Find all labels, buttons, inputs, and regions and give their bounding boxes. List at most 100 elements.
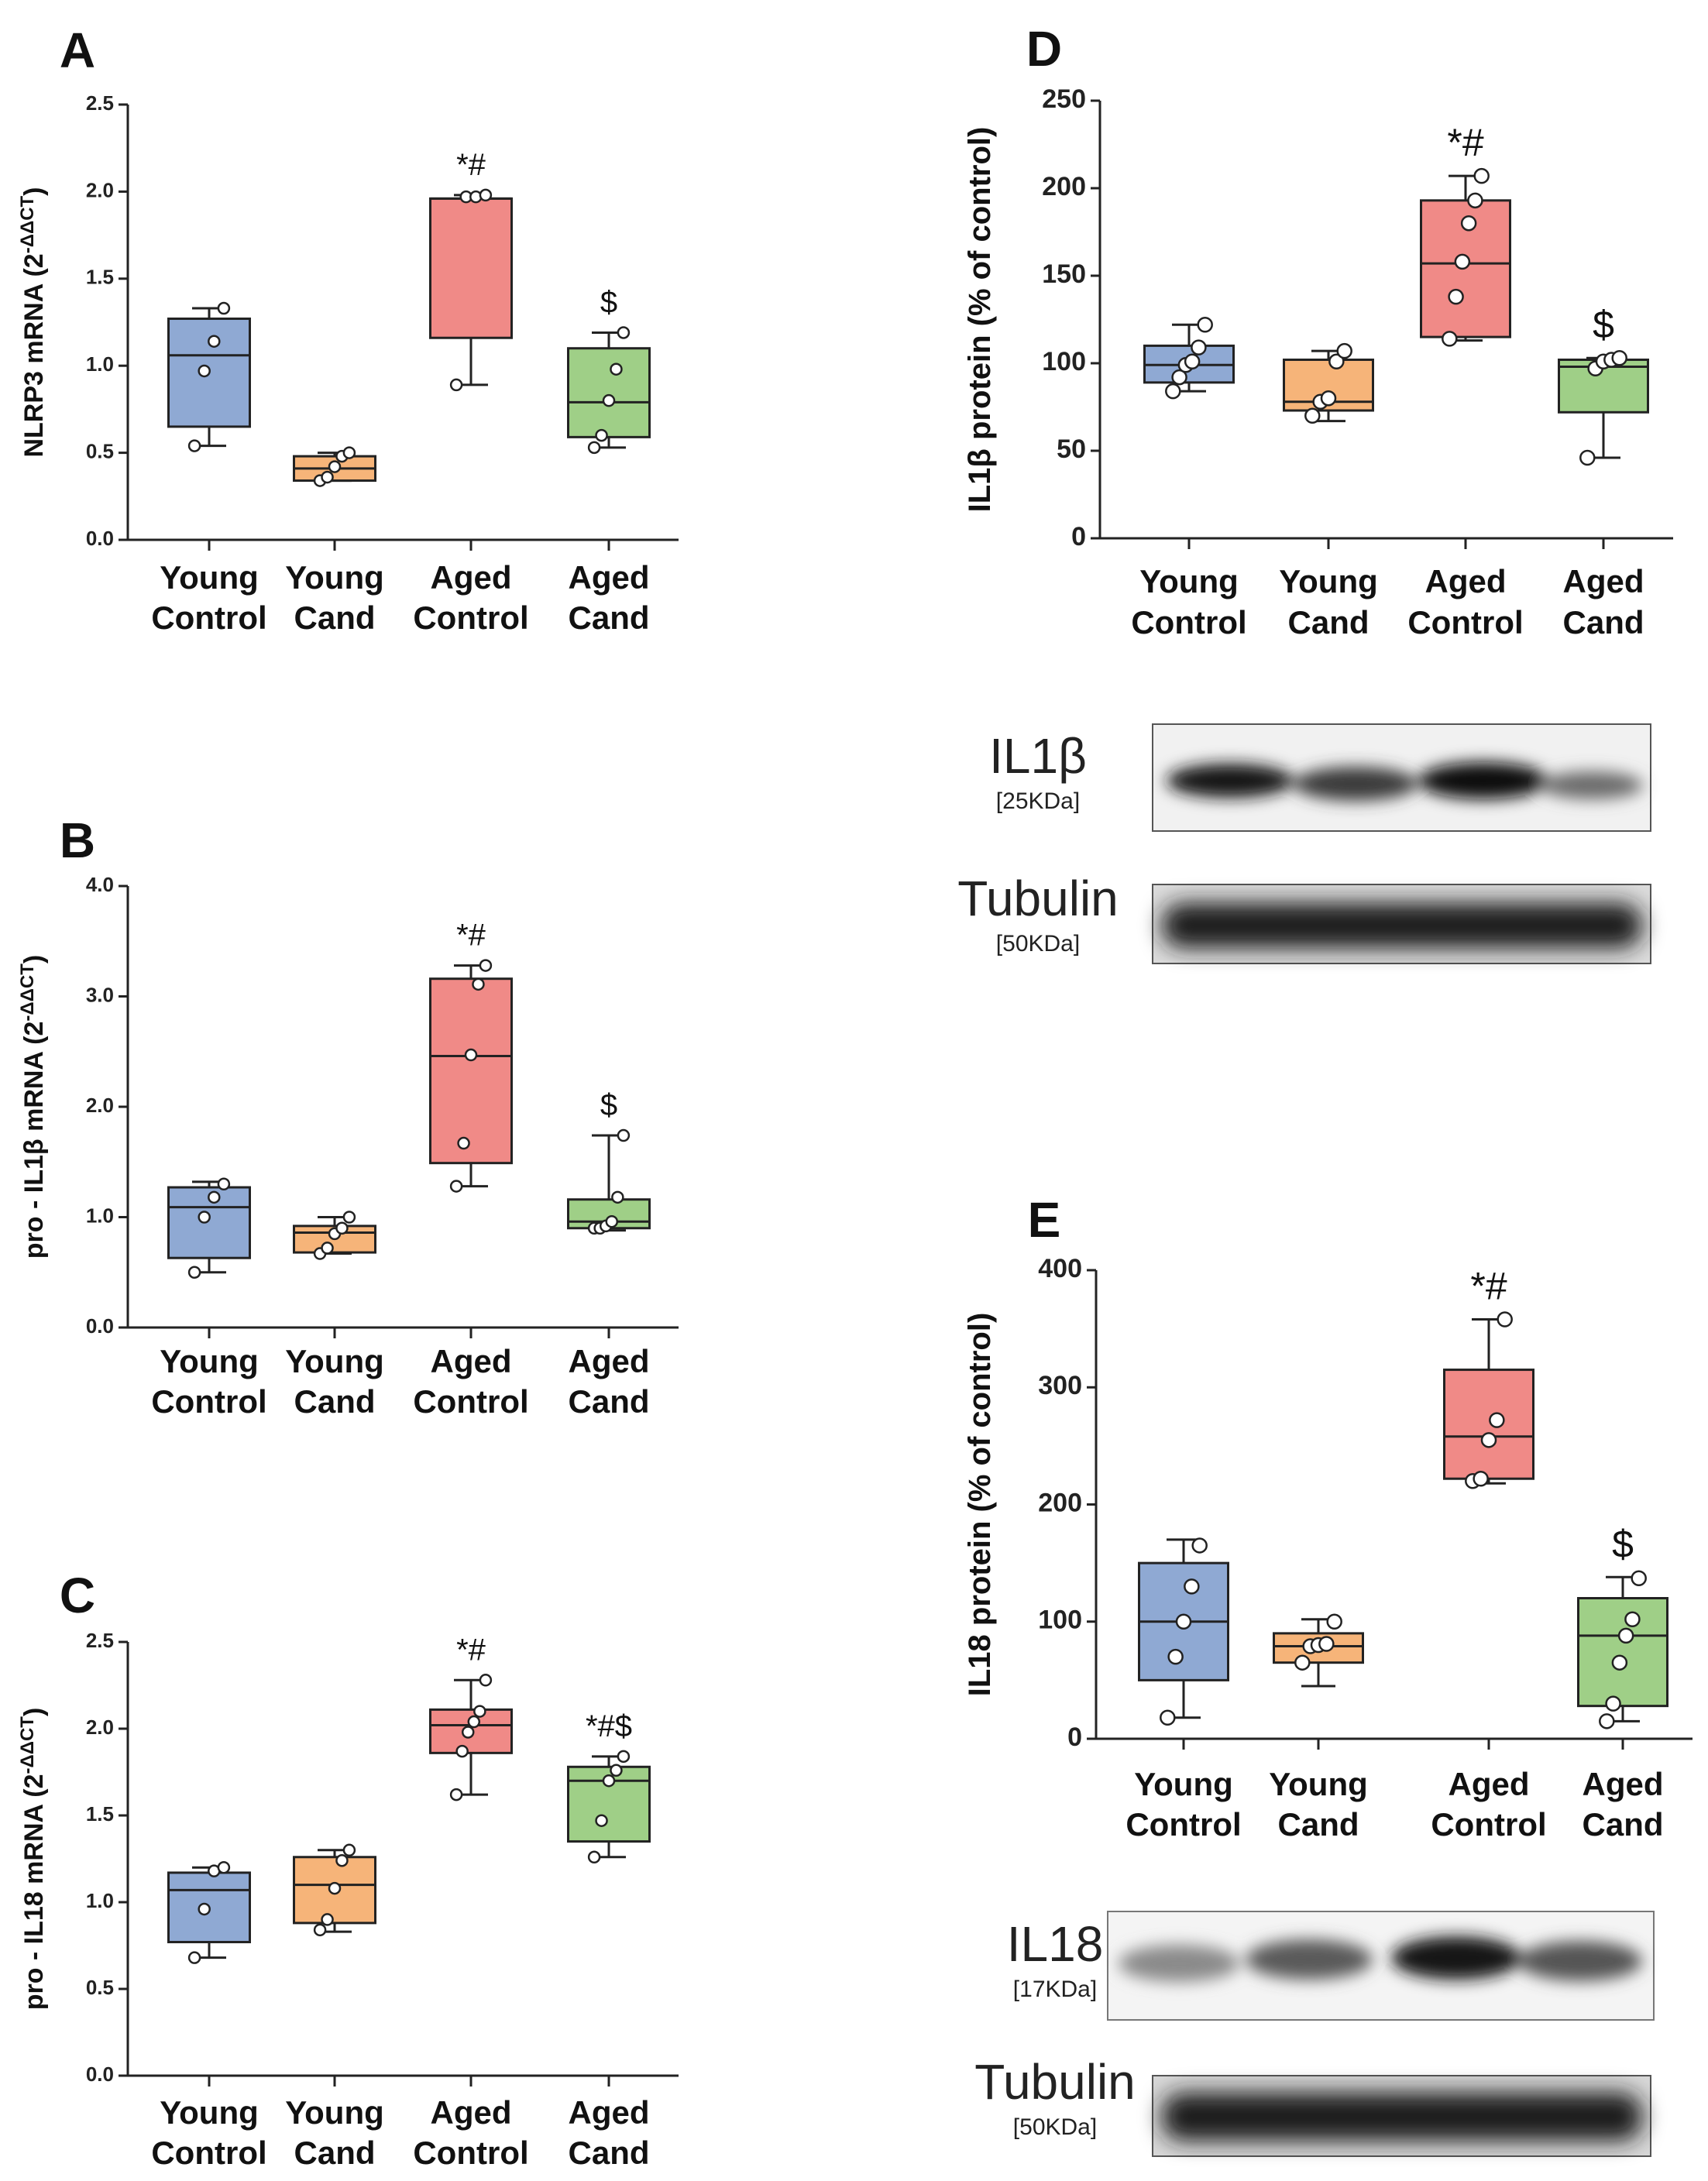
y-tick-label-c: 2.0 [86, 1716, 114, 1739]
data-point-c [313, 1923, 327, 1937]
y-tick-label-b: 4.0 [86, 873, 114, 896]
panel-letter-a: A [60, 22, 95, 78]
data-point-e [1605, 1695, 1621, 1712]
data-point-a [602, 393, 616, 407]
data-point-a [208, 335, 221, 348]
panel-letter-e: E [1028, 1192, 1061, 1248]
data-point-c [617, 1750, 631, 1764]
y-tick-label-d: 50 [1057, 434, 1086, 464]
category-label-e: Cand [1583, 1806, 1664, 1843]
data-point-c [610, 1764, 623, 1777]
category-label-a: Cand [569, 599, 650, 636]
panel-letter-c: C [60, 1568, 95, 1623]
blot-tubulin-2-name: Tubulin [974, 2054, 1136, 2110]
data-point-e [1624, 1611, 1641, 1627]
data-point-e [1184, 1578, 1200, 1595]
category-label-e: Young [1269, 1766, 1368, 1802]
chart-panel-b: B 0.0 1.0 2.0 3.0 4.0 pro - IL1β mRNA (2-ΔΔCT)… [17, 812, 679, 1420]
category-label-e: Young [1134, 1766, 1233, 1802]
data-point-d [1579, 449, 1596, 466]
y-tick-label-b: 3.0 [86, 983, 114, 1006]
category-label-b: Aged [569, 1343, 650, 1379]
y-tick-label-d: 250 [1042, 84, 1086, 114]
blot-il18-band-4 [1518, 1941, 1642, 1981]
data-point-e [1497, 1311, 1513, 1327]
data-point-c [479, 1674, 493, 1687]
y-axis-label-b: pro - IL1β mRNA (2-ΔΔCT) [17, 955, 49, 1259]
category-label-a: Aged [431, 559, 512, 596]
data-point-e [1631, 1570, 1647, 1587]
y-tick-label-a: 1.0 [86, 352, 114, 376]
y-axis-label-d: IL1β protein (% of control) [963, 127, 997, 513]
data-point-d [1448, 288, 1464, 305]
blot-tubulin-1-name: Tubulin [957, 871, 1119, 926]
data-point-b [457, 1136, 470, 1150]
box-e-4 [1577, 1597, 1668, 1708]
data-point-c [587, 1850, 601, 1864]
category-label-e: Cand [1278, 1806, 1359, 1843]
blot-il18-kda: [17KDa] [1013, 1977, 1097, 2002]
y-axis-label-e: IL18 protein (% of control) [963, 1313, 997, 1697]
data-point-e [1473, 1470, 1489, 1487]
category-label-e: Control [1431, 1806, 1546, 1843]
significance-label-e: *# [1470, 1265, 1507, 1308]
data-point-d [1460, 215, 1477, 232]
data-point-c [467, 1715, 481, 1729]
data-point-e [1480, 1432, 1497, 1448]
blot-il18-band-3 [1391, 1936, 1521, 1980]
data-point-e [1175, 1613, 1192, 1630]
category-label-b: Aged [431, 1343, 512, 1379]
data-point-c [473, 1705, 486, 1718]
data-point-e [1489, 1412, 1505, 1428]
blot-il1b: IL1β [25KDa] [989, 723, 1651, 832]
data-point-d [1171, 369, 1187, 386]
data-point-a [587, 441, 601, 455]
data-point-b [198, 1211, 211, 1224]
data-point-c [595, 1814, 608, 1827]
data-point-c [342, 1843, 356, 1857]
y-tick-label-c: 2.5 [86, 1629, 114, 1652]
category-label-c: Young [160, 2094, 259, 2131]
y-tick-label-a: 2.0 [86, 178, 114, 201]
y-tick-label-a: 1.5 [86, 266, 114, 289]
y-tick-label-d: 0 [1071, 522, 1086, 551]
data-point-b [342, 1211, 356, 1224]
y-tick-label-c: 1.0 [86, 1889, 114, 1912]
significance-label-d: *# [1447, 121, 1483, 164]
chart-panel-c: C 0.0 0.5 1.0 1.5 2.0 2.5 pro - IL18 mRNA (2-ΔΔ… [17, 1568, 679, 2171]
significance-label-c: *#$ [586, 1709, 632, 1743]
category-label-e: Aged [1583, 1766, 1664, 1802]
blot-tubulin-1-kda: [50KDa] [996, 931, 1080, 957]
chart-panel-a: A 0.0 0.5 1.0 1.5 2.0 2.5 NLRP3 mRNA (2-ΔΔCT) Yo… [17, 22, 679, 636]
data-point-a [217, 301, 231, 315]
y-tick-label-c: 1.5 [86, 1802, 114, 1826]
category-label-b: Young [160, 1343, 259, 1379]
category-label-c: Cand [569, 2135, 650, 2171]
data-point-c [602, 1774, 616, 1788]
category-label-d: Cand [1288, 604, 1369, 641]
blot-il1b-name: IL1β [989, 728, 1087, 784]
data-point-b [617, 1128, 631, 1142]
data-point-d [1328, 353, 1345, 369]
data-point-e [1599, 1713, 1615, 1729]
category-label-b: Control [413, 1383, 528, 1420]
data-point-e [1294, 1654, 1311, 1671]
data-point-d [1611, 349, 1627, 366]
data-point-b [217, 1177, 231, 1190]
y-tick-label-e: 400 [1038, 1254, 1082, 1283]
data-point-d [1442, 331, 1458, 347]
data-point-b [464, 1048, 478, 1062]
data-point-a [342, 446, 356, 459]
blot-il18: IL18 [17KDa] [1007, 1911, 1655, 2021]
data-point-e [1611, 1654, 1628, 1671]
data-point-d [1165, 383, 1181, 400]
category-label-a: Control [413, 599, 528, 636]
significance-label-b: *# [456, 919, 486, 953]
category-label-b: Cand [294, 1383, 376, 1420]
y-tick-label-d: 150 [1042, 259, 1086, 289]
y-tick-label-e: 200 [1038, 1488, 1082, 1517]
category-label-a: Aged [569, 559, 650, 596]
blot-tubulin-1-band [1162, 903, 1642, 948]
y-tick-label-b: 2.0 [86, 1094, 114, 1117]
